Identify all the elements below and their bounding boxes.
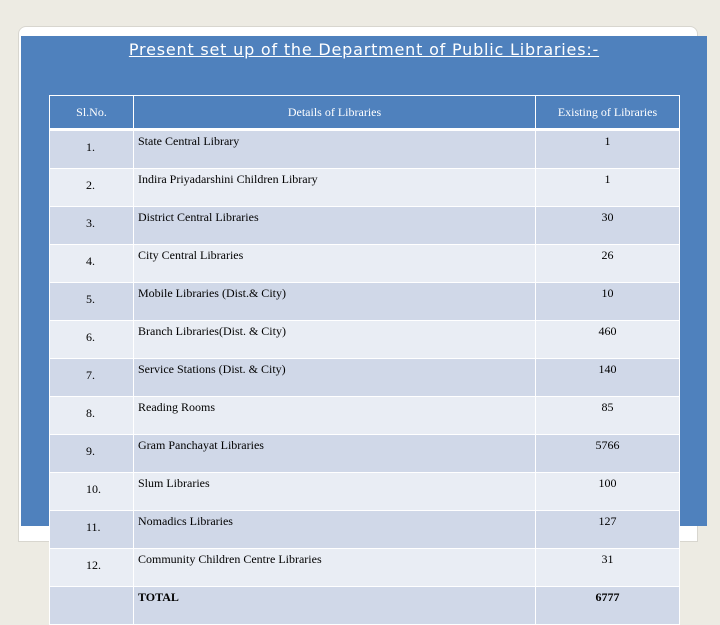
libraries-table: Sl.No. Details of Libraries Existing of … — [49, 95, 680, 625]
row-sl-no: 5. — [49, 282, 134, 321]
row-details: Gram Panchayat Libraries — [133, 434, 536, 473]
slide-title: Present set up of the Department of Publ… — [128, 40, 600, 59]
row-details: Branch Libraries(Dist. & City) — [133, 320, 536, 359]
row-sl-no: 4. — [49, 244, 134, 283]
row-count: 85 — [535, 396, 680, 435]
table-row: 4. City Central Libraries 26 — [49, 244, 680, 283]
total-count: 6777 — [535, 586, 680, 625]
row-count: 5766 — [535, 434, 680, 473]
table-row: 10. Slum Libraries 100 — [49, 472, 680, 511]
row-sl-no: 7. — [49, 358, 134, 397]
row-details: Service Stations (Dist. & City) — [133, 358, 536, 397]
row-count: 460 — [535, 320, 680, 359]
row-count: 1 — [535, 129, 680, 169]
table-header-row: Sl.No. Details of Libraries Existing of … — [49, 95, 680, 131]
table-row: 8. Reading Rooms 85 — [49, 396, 680, 435]
row-count: 1 — [535, 168, 680, 207]
table-row: 2. Indira Priyadarshini Children Library… — [49, 168, 680, 207]
row-details: Reading Rooms — [133, 396, 536, 435]
row-sl-no: 2. — [49, 168, 134, 207]
header-details: Details of Libraries — [133, 95, 536, 131]
row-details: Indira Priyadarshini Children Library — [133, 168, 536, 207]
row-details: Nomadics Libraries — [133, 510, 536, 549]
row-sl-no: 12. — [49, 548, 134, 587]
row-sl-no: 1. — [49, 129, 134, 169]
table-row: 11. Nomadics Libraries 127 — [49, 510, 680, 549]
table-row: 7. Service Stations (Dist. & City) 140 — [49, 358, 680, 397]
table-row: 3. District Central Libraries 30 — [49, 206, 680, 245]
row-details: State Central Library — [133, 129, 536, 169]
table-row: 6. Branch Libraries(Dist. & City) 460 — [49, 320, 680, 359]
row-sl-no: 8. — [49, 396, 134, 435]
row-details: District Central Libraries — [133, 206, 536, 245]
row-details: Community Children Centre Libraries — [133, 548, 536, 587]
table-row: 12. Community Children Centre Libraries … — [49, 548, 680, 587]
total-row: TOTAL 6777 — [49, 586, 680, 625]
total-label: TOTAL — [133, 586, 536, 625]
row-sl-no: 9. — [49, 434, 134, 473]
row-count: 100 — [535, 472, 680, 511]
row-details: Mobile Libraries (Dist.& City) — [133, 282, 536, 321]
header-existing: Existing of Libraries — [535, 95, 680, 131]
row-count: 10 — [535, 282, 680, 321]
table-row: 5. Mobile Libraries (Dist.& City) 10 — [49, 282, 680, 321]
header-sl-no: Sl.No. — [49, 95, 134, 131]
row-sl-no: 6. — [49, 320, 134, 359]
row-count: 31 — [535, 548, 680, 587]
row-details: Slum Libraries — [133, 472, 536, 511]
slide: Present set up of the Department of Publ… — [21, 36, 707, 625]
row-count: 140 — [535, 358, 680, 397]
row-count: 127 — [535, 510, 680, 549]
table-row: 9. Gram Panchayat Libraries 5766 — [49, 434, 680, 473]
row-count: 30 — [535, 206, 680, 245]
total-sl-no — [49, 586, 134, 625]
table-row: 1. State Central Library 1 — [49, 129, 680, 169]
row-sl-no: 3. — [49, 206, 134, 245]
row-sl-no: 11. — [49, 510, 134, 549]
row-sl-no: 10. — [49, 472, 134, 511]
row-details: City Central Libraries — [133, 244, 536, 283]
row-count: 26 — [535, 244, 680, 283]
